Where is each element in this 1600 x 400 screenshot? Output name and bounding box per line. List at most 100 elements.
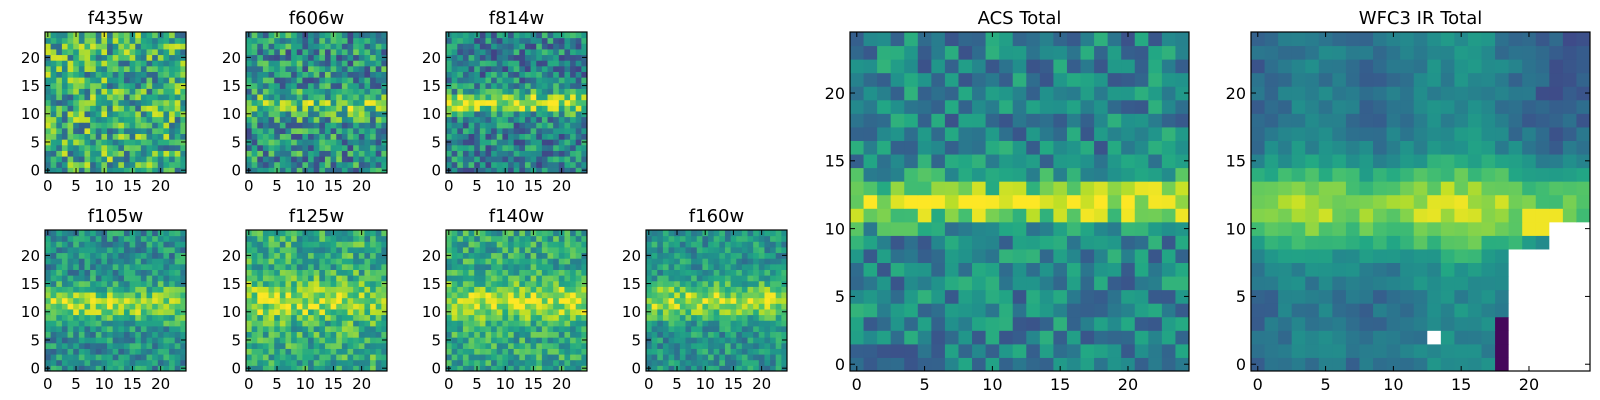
heatmap-cell-f105w (123, 297, 131, 304)
heatmap-cell-f606w (251, 150, 258, 157)
heatmap-cell-f125w (251, 297, 258, 304)
heatmap-cell-f160w (781, 286, 788, 293)
heatmap-cell-f140w (479, 303, 486, 310)
heatmap-cell-f125w (341, 246, 349, 254)
heatmap-cell-f160w (685, 325, 692, 333)
heatmap-cell-f435w (78, 105, 85, 112)
heatmap-cell-f814w (575, 139, 582, 146)
heatmap-cell-f160w (736, 275, 743, 282)
heatmap-cell-f140w (491, 308, 498, 316)
heatmap-cell-f105w (95, 246, 102, 254)
heatmap-cell-f105w (45, 269, 52, 276)
heatmap-cell-f125w (324, 365, 332, 372)
heatmap-cell-f125w (336, 359, 343, 366)
heatmap-cell-f435w (180, 127, 187, 135)
heatmap-cell-f160w (724, 359, 732, 366)
heatmap-cell-f140w (496, 303, 503, 310)
heatmap-cell-f105w (152, 342, 159, 349)
heatmap-cell-f140w (446, 320, 453, 327)
heatmap-cell-f140w (519, 331, 526, 338)
heatmap-cell-f160w (685, 235, 692, 242)
heatmap-cell-f140w (479, 320, 486, 327)
heatmap-cell-f160w (713, 365, 720, 372)
heatmap-cell-f606w (285, 37, 292, 44)
heatmap-cell-f814w (451, 48, 458, 56)
heatmap-cell-f125w (251, 292, 258, 299)
heatmap-cell-f105w (163, 320, 170, 327)
heatmap-cell-f105w (146, 235, 153, 242)
heatmap-cell-f435w (78, 144, 85, 151)
heatmap-cell-acs-total (1066, 194, 1082, 209)
heatmap-cell-f105w (163, 246, 170, 254)
heatmap-cell-f140w (519, 252, 526, 259)
heatmap-cell-f160w (713, 280, 720, 287)
heatmap-cell-f814w (496, 99, 503, 106)
heatmap-cell-f160w (696, 365, 703, 372)
heatmap-cell-acs-total (985, 276, 1000, 291)
heatmap-cell-f435w (118, 43, 125, 50)
heatmap-cell-f435w (146, 94, 153, 101)
heatmap-cell-acs-total (1094, 289, 1109, 304)
heatmap-cell-f125w (375, 325, 382, 333)
heatmap-cell-f435w (45, 156, 52, 163)
heatmap-cell-f140w (502, 263, 509, 270)
heatmap-cell-f105w (112, 241, 119, 248)
heatmap-cell-f435w (90, 156, 97, 163)
heatmap-cell-f125w (296, 320, 303, 327)
heatmap-cell-f105w (174, 230, 181, 237)
heatmap-cell-f125w (262, 331, 270, 338)
heatmap-cell-f140w (530, 348, 537, 355)
heatmap-cell-f814w (479, 82, 486, 89)
heatmap-cell-f140w (553, 280, 560, 287)
heatmap-cell-f125w (268, 314, 275, 321)
heatmap-cell-f160w (651, 365, 658, 372)
heatmap-cell-f814w (479, 94, 486, 101)
heatmap-cell-f105w (152, 252, 159, 259)
heatmap-cell-acs-total (917, 316, 932, 331)
heatmap-cell-f606w (341, 150, 349, 157)
heatmap-cell-f160w (724, 342, 732, 349)
heatmap-cell-f814w (474, 161, 481, 168)
heatmap-cell-f814w (474, 71, 481, 78)
heatmap-cell-f125w (257, 286, 264, 293)
heatmap-cell-f814w (524, 94, 532, 101)
heatmap-cell-f160w (691, 230, 698, 237)
heatmap-cell-f814w (474, 110, 481, 118)
heatmap-cell-f125w (336, 354, 343, 361)
heatmap-cell-f125w (251, 354, 258, 361)
heatmap-cell-f814w (536, 37, 543, 44)
heatmap-cell-f160w (741, 348, 749, 355)
heatmap-cell-f105w (112, 230, 119, 237)
heatmap-cell-f160w (668, 275, 675, 282)
heatmap-cell-f606w (291, 144, 298, 151)
heatmap-cell-f814w (581, 65, 588, 72)
heatmap-cell-f435w (112, 150, 119, 157)
heatmap-cell-acs-total (1080, 167, 1095, 182)
heatmap-cell-f140w (496, 314, 503, 321)
heatmap-cell-f606w (257, 65, 264, 72)
heatmap-cell-f160w (674, 348, 681, 355)
heatmap-cell-f814w (581, 105, 588, 112)
heatmap-cell-f814w (508, 48, 515, 56)
heatmap-cell-f606w (274, 37, 281, 44)
heatmap-cell-f105w (112, 365, 119, 372)
heatmap-cell-acs-total (999, 194, 1014, 209)
heatmap-cell-f140w (496, 280, 503, 287)
heatmap-cell-f160w (753, 275, 760, 282)
heatmap-cell-f606w (257, 139, 264, 146)
heatmap-cell-f125w (257, 354, 264, 361)
heatmap-cell-f814w (570, 99, 577, 106)
heatmap-cell-f140w (581, 235, 588, 242)
heatmap-cell-f105w (101, 263, 108, 270)
heatmap-cell-f105w (56, 275, 63, 282)
heatmap-cell-f606w (375, 127, 382, 135)
heatmap-cell-f140w (462, 263, 470, 270)
heatmap-cell-f814w (570, 127, 577, 135)
heatmap-cell-f435w (140, 99, 148, 106)
heatmap-cell-f435w (61, 82, 69, 89)
heatmap-cell-f435w (140, 110, 148, 118)
heatmap-cell-f435w (73, 99, 80, 106)
heatmap-cell-f606w (257, 156, 264, 163)
heatmap-cell-f435w (84, 127, 91, 135)
heatmap-cell-f606w (381, 127, 388, 135)
